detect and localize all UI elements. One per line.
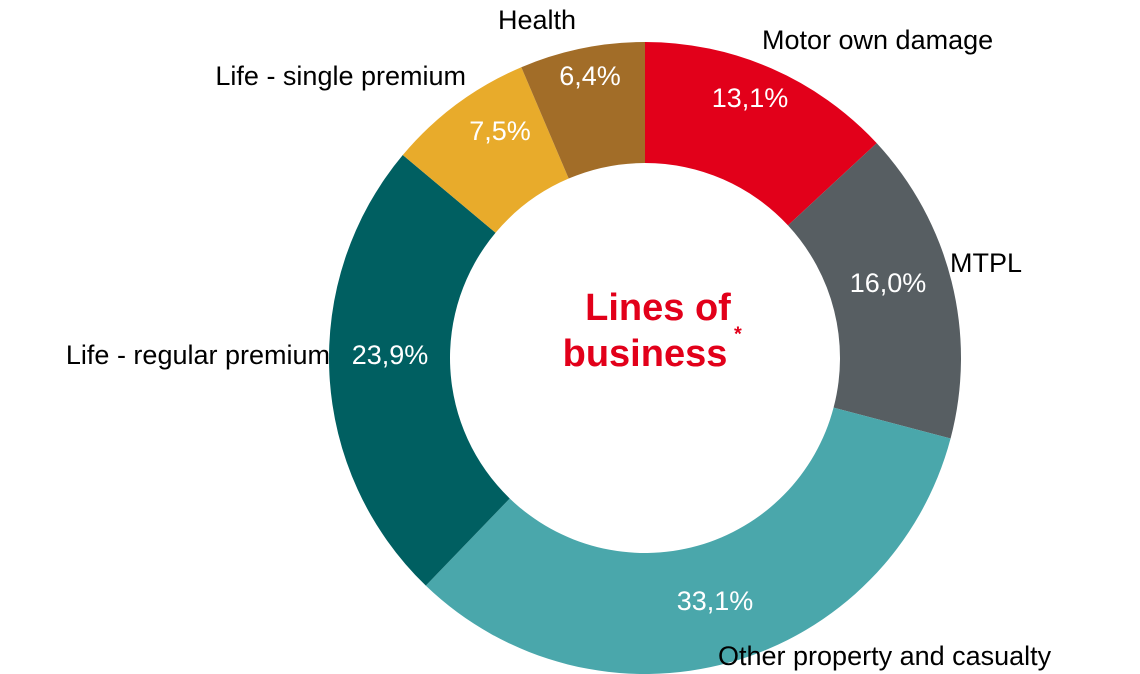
category-label: Life - regular premium [66,340,330,370]
value-label: 6,4% [559,61,621,91]
center-text: Lines of [585,287,731,329]
category-label: Motor own damage [762,25,993,55]
category-label: Health [498,5,576,35]
value-label: 23,9% [352,340,429,370]
category-label: Other property and casualty [718,641,1052,671]
value-label: 16,0% [850,268,927,298]
category-label: MTPL [950,248,1022,278]
footnote-mark: * [734,323,742,345]
donut-slice [402,67,569,233]
donut-slice [645,42,877,226]
center-text: business [563,333,728,375]
value-label: 33,1% [677,586,754,616]
category-label: Life - single premium [215,61,466,91]
donut-slice [521,42,645,179]
value-label: 13,1% [712,83,789,113]
donut-slice [787,143,962,439]
donut-slice [328,155,510,586]
value-label: 7,5% [469,116,531,146]
donut-slice [425,407,951,674]
